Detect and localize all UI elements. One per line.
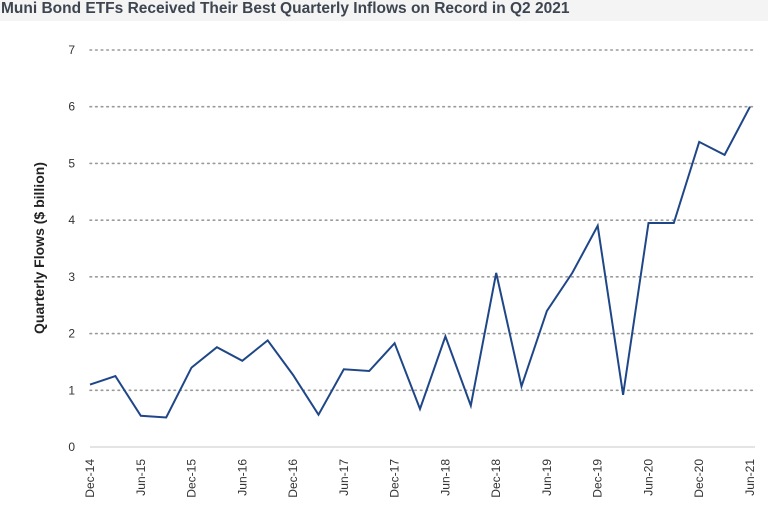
y-tick-label: 0: [68, 440, 75, 454]
y-tick-label: 4: [68, 213, 75, 227]
series-group: [89, 106, 751, 419]
x-tick-label: Jun-21: [743, 459, 757, 496]
x-tick-label: Jun-17: [337, 459, 351, 496]
x-tick-label: Dec-15: [185, 459, 199, 498]
x-tick-label: Jun-16: [235, 459, 249, 496]
y-tick-label: 7: [68, 43, 75, 57]
x-tick-label: Dec-20: [692, 459, 706, 498]
x-tick-label: Jun-19: [540, 459, 554, 496]
y-tick-label: 1: [68, 383, 75, 397]
x-tick-label: Dec-16: [286, 459, 300, 498]
x-tick-label: Jun-20: [641, 459, 655, 496]
gridlines: [89, 49, 756, 392]
x-tick-label: Dec-14: [83, 459, 97, 498]
x-tick-label: Dec-19: [591, 459, 605, 498]
series-line-0: [89, 106, 751, 419]
y-axis-label: Quarterly Flows ($ billion): [31, 162, 47, 334]
y-tick-label: 3: [68, 270, 75, 284]
x-tick-label: Jun-15: [134, 459, 148, 496]
y-tick-label: 2: [68, 327, 75, 341]
y-tick-label: 5: [68, 156, 75, 170]
x-tick-label: Dec-18: [489, 459, 503, 498]
y-axis-ticks: 0 1 2 3 4 5 6 7: [68, 43, 75, 454]
x-tick-label: Dec-17: [388, 459, 402, 498]
y-tick-label: 6: [68, 100, 75, 114]
x-tick-label: Jun-18: [438, 459, 452, 496]
chart-title: Muni Bond ETFs Received Their Best Quart…: [0, 0, 768, 21]
x-axis-ticks: Dec-14 Jun-15 Dec-15 Jun-16 Dec-16 Jun-17 Dec-…: [83, 459, 757, 498]
